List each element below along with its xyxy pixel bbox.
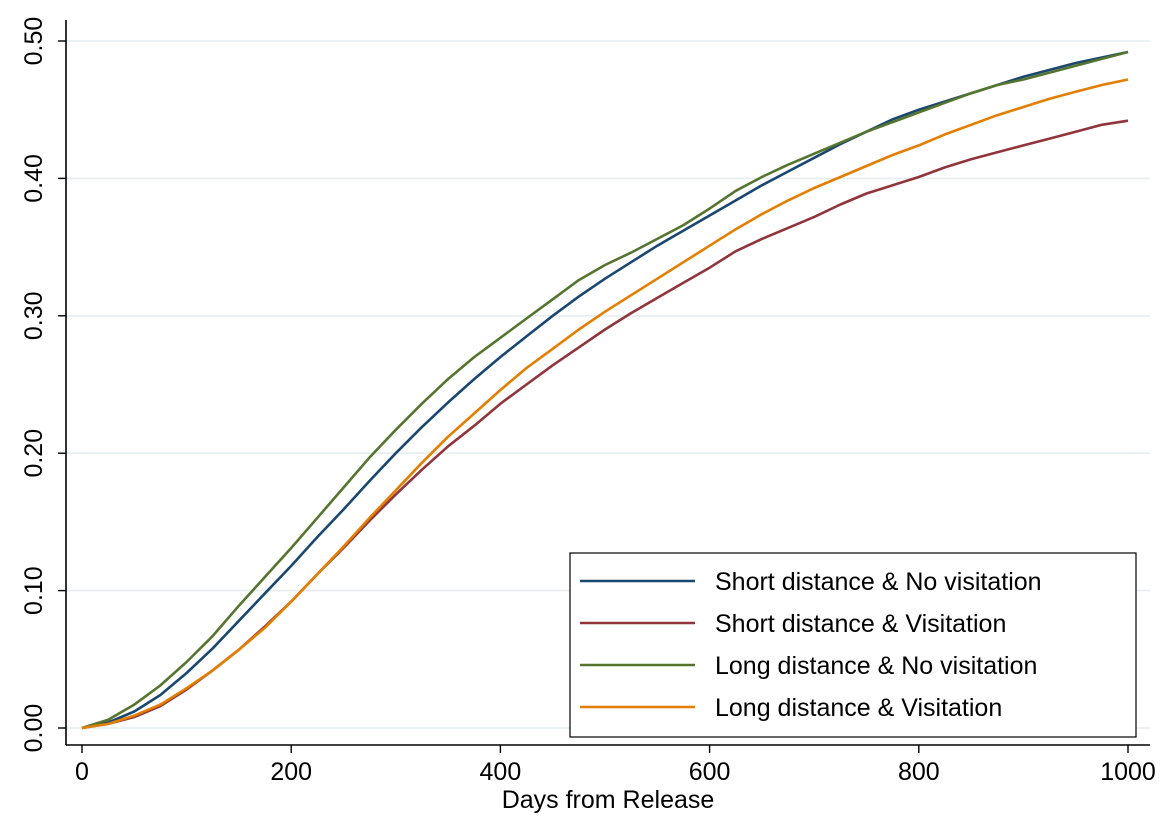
axes bbox=[65, 20, 1150, 746]
y-tick-label: 0.10 bbox=[20, 566, 48, 615]
y-tick-label: 0.40 bbox=[20, 154, 48, 203]
legend-label: Short distance & No visitation bbox=[715, 568, 1042, 596]
x-tick-label: 200 bbox=[270, 758, 312, 786]
x-tick-label: 600 bbox=[689, 758, 731, 786]
legend-label: Long distance & No visitation bbox=[715, 652, 1037, 680]
series-lines bbox=[81, 50, 1129, 730]
y-ticks: 0.00 0.10 0.20 0.30 0.40 0.50 bbox=[20, 17, 66, 753]
legend: Short distance & No visitation Short dist… bbox=[569, 552, 1137, 738]
legend-label: Long distance & Visitation bbox=[715, 694, 1002, 722]
x-tick-label: 400 bbox=[480, 758, 522, 786]
x-tick-label: 0 bbox=[75, 758, 89, 786]
legend-label: Short distance & Visitation bbox=[715, 610, 1006, 638]
series-line bbox=[81, 78, 1129, 730]
x-ticks: 0 200 400 600 800 1000 bbox=[75, 745, 1156, 786]
y-tick-label: 0.50 bbox=[20, 17, 48, 66]
series-line bbox=[81, 50, 1129, 730]
x-tick-label: 800 bbox=[898, 758, 940, 786]
y-tick-label: 0.00 bbox=[20, 704, 48, 753]
y-tick-label: 0.20 bbox=[20, 429, 48, 478]
x-tick-label: 1000 bbox=[1100, 758, 1156, 786]
x-axis-title: Days from Release bbox=[502, 786, 715, 814]
y-tick-label: 0.30 bbox=[20, 291, 48, 340]
